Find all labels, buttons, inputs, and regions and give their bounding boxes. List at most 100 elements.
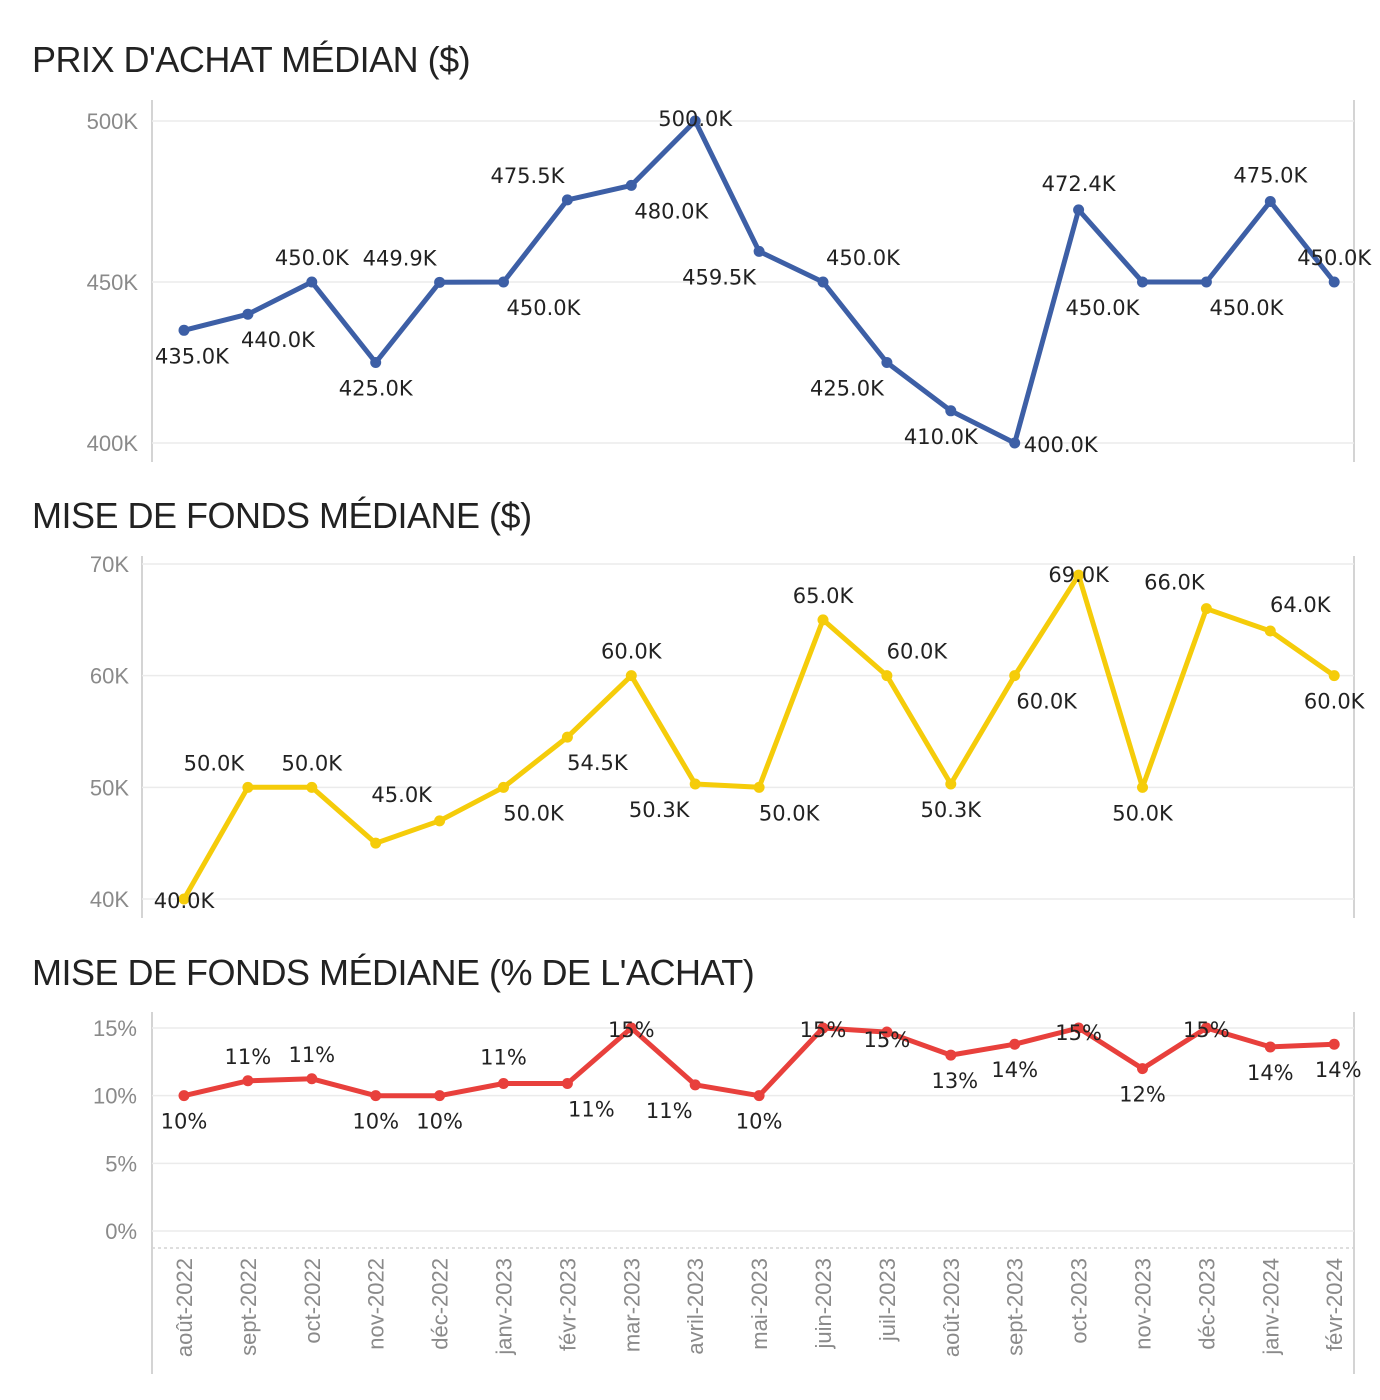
- data-label: 65.0K: [793, 584, 855, 608]
- data-point: [1200, 603, 1212, 615]
- data-label: 69.0K: [1048, 563, 1110, 587]
- x-tick-label: août-2022: [172, 1258, 197, 1357]
- y-tick-label: 15%: [93, 1016, 137, 1041]
- data-label: 475.0K: [1233, 164, 1308, 188]
- data-label: 400.0K: [1024, 433, 1099, 457]
- data-label: 10%: [416, 1110, 463, 1134]
- x-tick-label: janv-2024: [1258, 1258, 1283, 1356]
- data-label: 11%: [646, 1099, 693, 1123]
- data-point: [434, 815, 446, 827]
- data-label: 15%: [1183, 1018, 1230, 1042]
- x-tick-label: juin-2023: [811, 1258, 836, 1350]
- data-point: [753, 245, 765, 257]
- data-point: [1073, 1022, 1085, 1034]
- data-point: [1264, 625, 1276, 637]
- data-label: 60.0K: [1016, 690, 1078, 714]
- data-point: [1328, 670, 1340, 682]
- data-point: [498, 276, 509, 288]
- data-point: [1328, 1038, 1340, 1050]
- data-point: [817, 614, 829, 626]
- data-label: 12%: [1119, 1083, 1166, 1107]
- data-label: 449.9K: [363, 246, 438, 270]
- data-label: 40.0K: [154, 889, 216, 913]
- data-point: [689, 1079, 701, 1091]
- x-tick-label: oct-2023: [1067, 1258, 1092, 1344]
- data-point: [498, 1077, 509, 1089]
- data-point: [817, 1022, 829, 1034]
- y-tick-label: 50K: [90, 775, 129, 800]
- data-label: 50.0K: [503, 801, 565, 825]
- data-label: 15%: [800, 1018, 847, 1042]
- data-label: 425.0K: [339, 377, 414, 401]
- data-label: 15%: [864, 1028, 911, 1052]
- x-tick-label: oct-2022: [300, 1258, 325, 1344]
- data-point: [370, 837, 382, 849]
- data-point: [1137, 276, 1148, 288]
- data-point: [242, 1075, 254, 1087]
- data-label: 459.5K: [682, 265, 757, 289]
- chart-title-1: PRIX D'ACHAT MÉDIAN ($): [32, 39, 470, 80]
- data-point: [242, 308, 254, 320]
- x-tick-label: févr-2024: [1322, 1258, 1347, 1351]
- data-point: [1073, 204, 1085, 216]
- data-label: 450.0K: [1297, 246, 1372, 270]
- y-tick-label: 10%: [93, 1084, 137, 1109]
- data-point: [1264, 1041, 1276, 1053]
- x-tick-label: mar-2023: [619, 1258, 644, 1352]
- chart-title-2: MISE DE FONDS MÉDIANE ($): [32, 495, 532, 536]
- x-tick-label: févr-2023: [555, 1258, 580, 1351]
- y-tick-label: 400K: [87, 431, 139, 456]
- x-tick-label: sept-2022: [236, 1258, 261, 1356]
- data-point: [945, 778, 957, 790]
- data-point: [242, 781, 254, 793]
- data-point: [1009, 1038, 1021, 1050]
- data-label: 11%: [225, 1045, 272, 1069]
- data-label: 11%: [568, 1097, 615, 1121]
- data-point: [689, 778, 701, 790]
- data-point: [625, 179, 637, 191]
- data-point: [945, 405, 957, 417]
- data-point: [1200, 276, 1212, 288]
- data-point: [1009, 670, 1021, 682]
- data-point: [881, 670, 893, 682]
- labels-layer: PRIX D'ACHAT MÉDIAN ($) 400K 450K 500K 435.0…: [32, 39, 1372, 1357]
- data-label: 450.0K: [1209, 296, 1284, 320]
- x-tick-label: juil-2023: [875, 1258, 900, 1342]
- data-label: 11%: [480, 1045, 527, 1069]
- data-label: 435.0K: [155, 344, 230, 368]
- data-point: [1009, 437, 1021, 449]
- data-label: 15%: [608, 1018, 655, 1042]
- data-label: 14%: [1315, 1058, 1362, 1082]
- data-point: [306, 781, 318, 793]
- data-label: 15%: [1055, 1021, 1102, 1045]
- data-label: 450.0K: [1066, 296, 1141, 320]
- data-point: [561, 731, 573, 743]
- y-tick-label: 60K: [90, 664, 129, 689]
- data-point: [306, 1073, 318, 1085]
- data-point: [498, 781, 509, 793]
- data-point: [753, 781, 765, 793]
- x-tick-label: avril-2023: [683, 1258, 708, 1355]
- data-point: [1200, 1022, 1212, 1034]
- data-label: 50.3K: [629, 798, 691, 822]
- data-point: [434, 276, 446, 288]
- data-point: [689, 115, 701, 127]
- x-tick-label: déc-2023: [1194, 1258, 1219, 1350]
- data-point: [561, 1077, 573, 1089]
- data-label: 10%: [352, 1110, 399, 1134]
- series-layer: [178, 115, 1340, 1102]
- data-point: [881, 357, 893, 368]
- data-point: [881, 1026, 893, 1038]
- chart-title-3: MISE DE FONDS MÉDIANE (% DE L'ACHAT): [32, 952, 754, 993]
- data-label: 14%: [991, 1058, 1038, 1082]
- data-label: 440.0K: [241, 328, 316, 352]
- data-point: [753, 1090, 765, 1102]
- data-point: [434, 1090, 446, 1102]
- y-tick-label: 5%: [105, 1151, 137, 1176]
- y-tick-label: 70K: [90, 552, 129, 577]
- axes-layer: [141, 100, 1355, 1374]
- y-tick-label: 500K: [87, 109, 139, 134]
- data-point: [370, 357, 382, 368]
- data-label: 66.0K: [1144, 571, 1206, 595]
- data-point: [306, 276, 318, 288]
